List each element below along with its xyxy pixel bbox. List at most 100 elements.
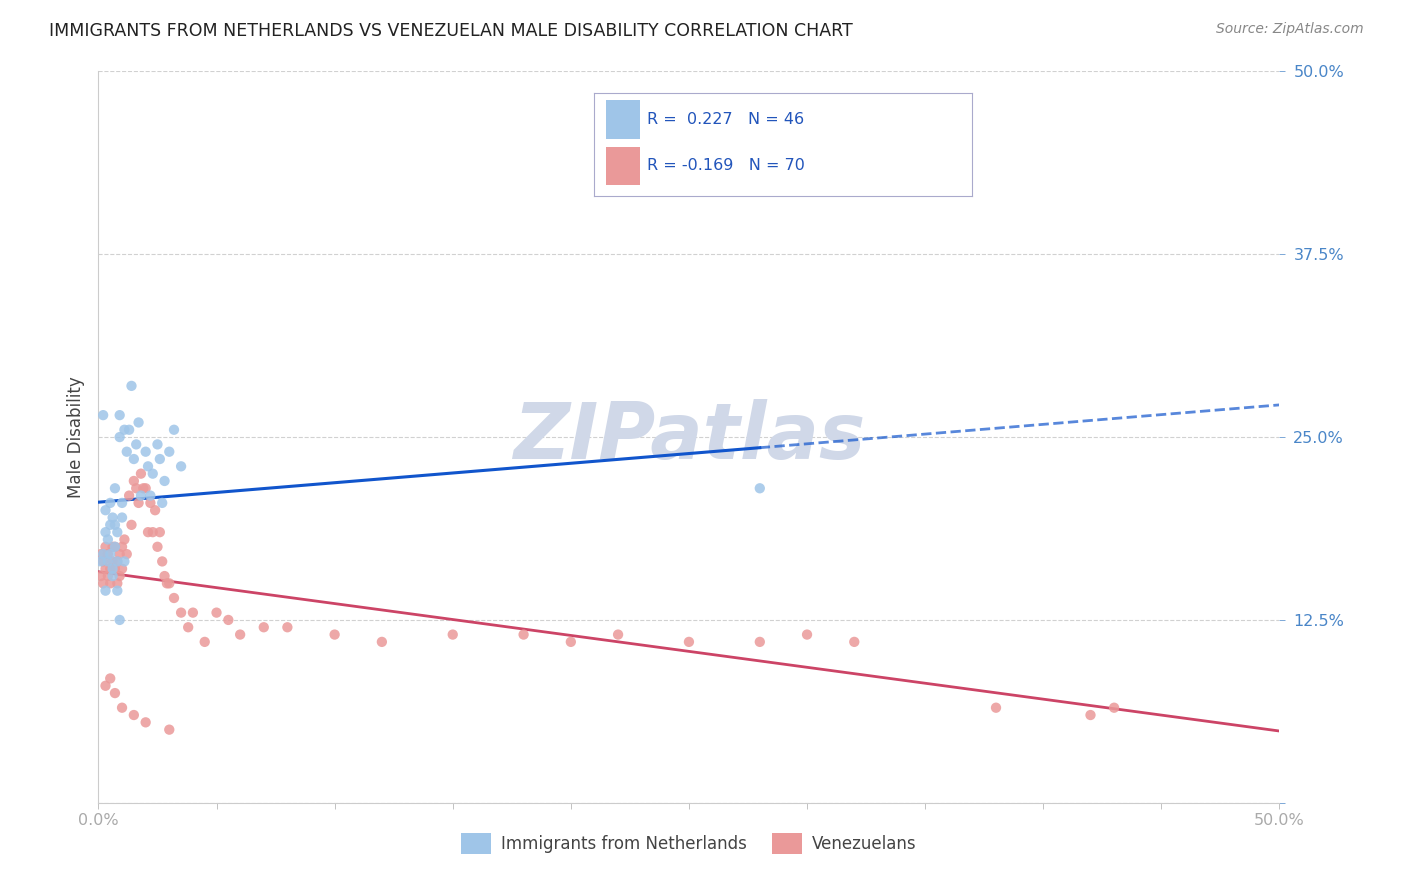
Point (796, 627, 818, 641)
Point (205, 606, 228, 620)
Point (132, 481, 155, 495)
Point (371, 635, 394, 649)
Point (136, 459, 159, 474)
Point (108, 613, 131, 627)
Point (146, 540, 169, 554)
Point (115, 547, 138, 561)
Point (323, 627, 346, 641)
Point (1102, 700, 1125, 714)
Point (90, 547, 112, 561)
Point (122, 452, 145, 467)
Point (112, 423, 135, 437)
Point (150, 554, 173, 568)
Point (153, 474, 176, 488)
Point (146, 437, 169, 451)
Point (111, 700, 134, 714)
Point (229, 627, 252, 641)
Point (181, 606, 204, 620)
Point (170, 606, 193, 620)
Point (143, 503, 166, 517)
Point (163, 423, 186, 437)
Point (115, 444, 138, 458)
Point (170, 459, 193, 474)
Point (104, 481, 127, 495)
Point (112, 533, 135, 547)
Point (108, 547, 131, 561)
Point (98, 496, 121, 510)
Point (139, 496, 162, 510)
Point (101, 562, 124, 576)
Point (97, 554, 120, 568)
Point (98, 562, 121, 576)
Point (94, 503, 117, 517)
Point (607, 627, 630, 641)
Point (121, 517, 143, 532)
Point (90, 569, 112, 583)
Point (121, 379, 143, 393)
Point (157, 576, 180, 591)
Point (105, 525, 128, 540)
Point (111, 540, 134, 554)
Point (139, 489, 162, 503)
Point (98, 517, 121, 532)
Point (678, 635, 700, 649)
Point (97, 547, 120, 561)
Point (177, 620, 200, 634)
Point (98, 672, 121, 686)
Point (91, 576, 114, 591)
Point (149, 525, 172, 540)
Point (90, 554, 112, 568)
Point (122, 474, 145, 488)
Point (94, 525, 117, 540)
Point (128, 416, 150, 430)
Point (104, 540, 127, 554)
Point (129, 489, 152, 503)
Point (105, 554, 128, 568)
Point (128, 496, 150, 510)
Point (112, 554, 135, 568)
Point (125, 437, 148, 451)
Point (104, 686, 127, 700)
Y-axis label: Male Disability: Male Disability (66, 376, 84, 498)
Point (105, 576, 128, 591)
Point (108, 569, 131, 583)
Point (94, 540, 117, 554)
Point (91, 408, 114, 422)
Point (111, 510, 134, 524)
Point (984, 700, 1007, 714)
Point (97, 533, 120, 547)
Point (111, 562, 134, 576)
Point (98, 576, 121, 591)
Point (217, 613, 239, 627)
Point (135, 444, 157, 458)
Point (108, 408, 131, 422)
Point (104, 540, 127, 554)
Text: ZIPatlas: ZIPatlas (513, 399, 865, 475)
Text: Source: ZipAtlas.com: Source: ZipAtlas.com (1216, 22, 1364, 37)
Point (157, 444, 180, 458)
Point (104, 562, 127, 576)
Point (748, 635, 770, 649)
Point (108, 430, 131, 444)
Point (101, 569, 124, 583)
Point (163, 591, 186, 605)
Point (98, 547, 121, 561)
Point (94, 562, 117, 576)
Point (512, 627, 534, 641)
Point (105, 583, 128, 598)
Point (91, 547, 114, 561)
Point (111, 496, 134, 510)
Point (94, 679, 117, 693)
Point (1080, 708, 1102, 723)
Legend: Immigrants from Netherlands, Venezuelans: Immigrants from Netherlands, Venezuelans (454, 827, 924, 860)
Point (104, 517, 127, 532)
Point (105, 554, 128, 568)
Text: IMMIGRANTS FROM NETHERLANDS VS VENEZUELAN MALE DISABILITY CORRELATION CHART: IMMIGRANTS FROM NETHERLANDS VS VENEZUELA… (49, 22, 853, 40)
Point (560, 635, 582, 649)
Point (844, 635, 866, 649)
Point (150, 496, 173, 510)
Point (142, 467, 165, 481)
Point (135, 481, 157, 495)
Point (253, 620, 276, 634)
Point (101, 540, 124, 554)
